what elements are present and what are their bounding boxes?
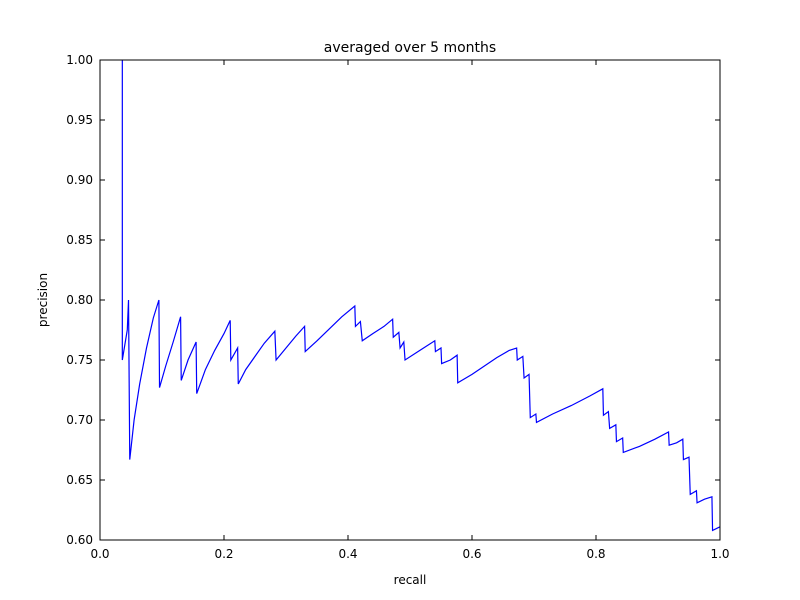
x-tick-label: 0.4 [338, 547, 357, 561]
y-tick-label: 0.65 [66, 473, 93, 487]
x-tick-label: 0.6 [462, 547, 481, 561]
plot-frame [99, 59, 721, 541]
series-line-0 [121, 60, 721, 532]
y-tick-label: 0.90 [66, 173, 93, 187]
y-tick-label: 0.75 [66, 353, 93, 367]
y-tick-label: 0.85 [66, 233, 93, 247]
plot-area: 0.0 0.2 0.4 0.6 0.8 1.0 0.60 0.65 0.70 0.75 0.80 0.… [66, 53, 729, 561]
y-tick-label: 0.95 [66, 113, 93, 127]
x-tick-label: 0.0 [90, 547, 109, 561]
x-tick-label: 0.2 [214, 547, 233, 561]
y-tick-label: 0.80 [66, 293, 93, 307]
y-tick-label: 1.00 [66, 53, 93, 67]
x-tick-label: 0.8 [586, 547, 605, 561]
y-tick-label: 0.70 [66, 413, 93, 427]
chart-title: averaged over 5 months [324, 40, 496, 56]
x-tick-label: 1.0 [710, 547, 729, 561]
y-tick-label: 0.60 [66, 533, 93, 547]
x-axis-label: recall [394, 573, 427, 587]
y-axis-label: precision [36, 273, 50, 327]
